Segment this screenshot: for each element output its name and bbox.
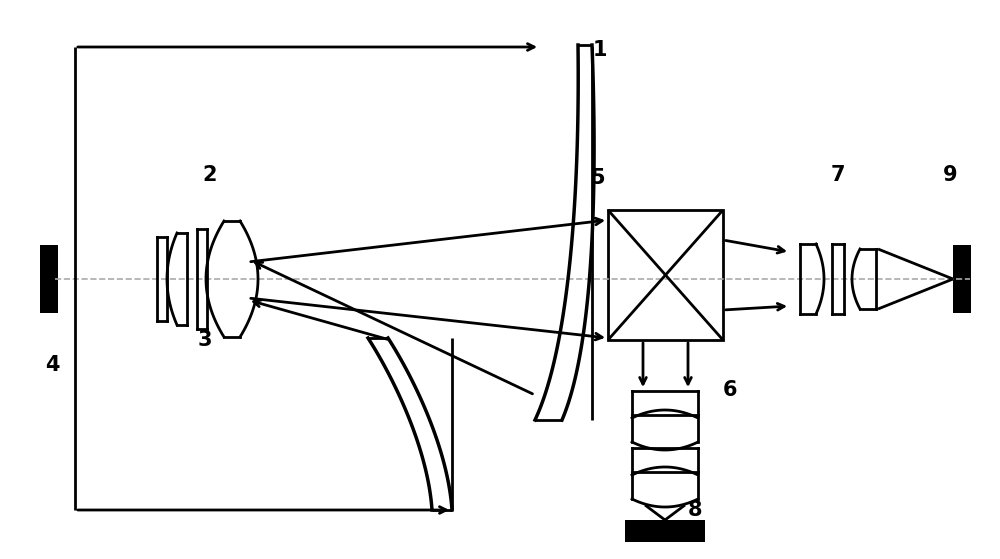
Bar (625, 520, 705, 542)
Text: 9: 9 (943, 165, 957, 185)
Text: 1: 1 (593, 40, 607, 60)
Text: 7: 7 (831, 165, 845, 185)
Text: 4: 4 (45, 355, 59, 375)
Text: 5: 5 (591, 168, 605, 188)
Bar (953, 245, 971, 313)
Text: 6: 6 (723, 380, 737, 400)
Text: 8: 8 (688, 500, 702, 520)
Bar (40, 245, 58, 313)
Text: 3: 3 (198, 330, 212, 350)
Text: 2: 2 (203, 165, 217, 185)
Bar (608, 210, 723, 340)
